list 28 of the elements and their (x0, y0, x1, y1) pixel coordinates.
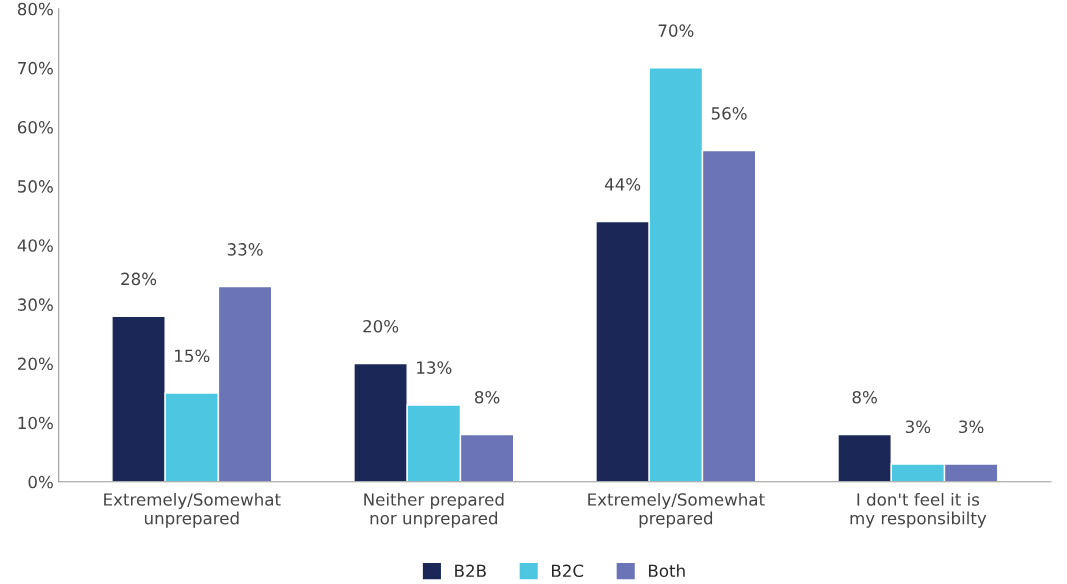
x-tick-label: I don't feel it is my responsibilty (850, 492, 987, 528)
y-tick-label: 60% (17, 120, 53, 134)
data-label: 28% (121, 272, 157, 286)
y-tick-label: 50% (18, 180, 53, 193)
y-tick-label: 70% (18, 61, 53, 75)
data-label: 70% (658, 24, 694, 37)
legend-label: B2B (455, 564, 486, 577)
y-tick-label: 80% (17, 2, 53, 16)
data-label: 44% (604, 178, 641, 191)
legend-label: B2C (552, 564, 584, 578)
x-tick-label: Neither prepared nor unprepared (364, 492, 504, 528)
y-tick-label: 0% (28, 475, 53, 489)
x-tick-label: Extremely/Somewhat unprepared (104, 492, 281, 528)
y-tick-label: 10% (18, 416, 53, 430)
data-label: 56% (711, 107, 747, 120)
data-label: 3% (905, 420, 931, 434)
data-label: 8% (474, 390, 500, 404)
y-tick-label: 40% (17, 239, 53, 252)
data-label: 15% (175, 349, 210, 363)
x-tick-label: Extremely/Somewhat prepared (588, 492, 765, 528)
legend-label: Both (649, 564, 685, 578)
data-label: 20% (363, 319, 399, 333)
data-label: 8% (852, 390, 877, 404)
y-tick-label: 30% (18, 298, 53, 311)
y-tick-label: 20% (18, 357, 53, 371)
data-label: 3% (959, 420, 984, 434)
data-label: 13% (417, 361, 452, 374)
data-label: 33% (227, 243, 263, 256)
